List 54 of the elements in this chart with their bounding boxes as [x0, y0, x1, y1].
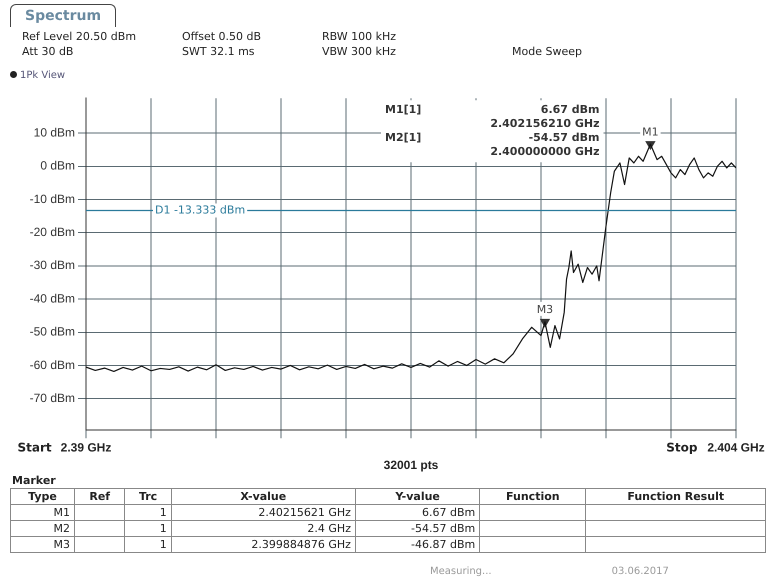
text: M1 [10, 504, 74, 520]
chart-title: Spectrum [10, 4, 116, 27]
text: VBW 300 kHz [322, 45, 397, 58]
y-tick-label: -20 dBm [30, 224, 75, 239]
data-label: M1 [642, 125, 659, 138]
text: Marker [11, 473, 57, 488]
text: Att 30 dB [22, 45, 74, 58]
y-tick-label: 0 dBm [40, 158, 75, 173]
text: 6.67 dBm [355, 504, 480, 520]
y-tick-label: -70 dBm [30, 390, 75, 405]
text: Stop [666, 440, 698, 454]
text: Mode Sweep [512, 45, 583, 58]
text: M3 [10, 536, 74, 552]
text: 1 [124, 536, 172, 552]
text: Function [480, 488, 586, 504]
text: Start [18, 440, 52, 454]
data-label: M3 [536, 303, 554, 316]
text: Ref [74, 488, 125, 504]
text: X-value [171, 488, 356, 504]
text: Y-value [355, 488, 480, 504]
y-tick-label: 10 dBm [34, 125, 75, 140]
text: Measuring... [430, 566, 492, 577]
annotation: 6.67 dBm [540, 103, 600, 116]
text: SWT 32.1 ms [182, 45, 256, 58]
annotation: M1[1] [385, 103, 422, 116]
text: 03.06.2017 [612, 566, 669, 577]
y-tick-label: -50 dBm [30, 324, 75, 339]
text: Function Result [586, 488, 766, 504]
text: 2.4 GHz [171, 520, 356, 536]
text: -46.87 dBm [355, 536, 480, 552]
text: Type [10, 488, 74, 504]
y-tick-label: -10 dBm [30, 192, 75, 206]
text: Ref Level 20.50 dBm [22, 30, 138, 43]
text: 1 [124, 520, 172, 536]
text: 1 [124, 504, 172, 520]
ref-line-label: D1 -13.333 dBm [155, 203, 246, 216]
y-tick-label: -40 dBm [30, 291, 75, 306]
text: 1Pk View [10, 70, 66, 81]
annotation: M2[1] [385, 131, 422, 144]
text: 2.399884876 GHz [171, 536, 356, 552]
text: Offset 0.50 dB [182, 30, 262, 43]
text: Trc [124, 488, 172, 504]
x-axis-title: 32001 pts [384, 458, 439, 472]
x-tick-label: 2.39 GHz [60, 440, 112, 455]
x-tick-label: 2.404 GHz [707, 440, 765, 455]
annotation: 2.402156210 GHz [490, 117, 600, 130]
annotation: 2.400000000 GHz [490, 145, 600, 158]
text: 2.40215621 GHz [171, 504, 356, 520]
text: M2 [10, 520, 74, 536]
y-tick-label: -30 dBm [30, 258, 75, 272]
text: RBW 100 kHz [322, 30, 398, 43]
y-tick-label: -60 dBm [30, 358, 75, 372]
text: -54.57 dBm [355, 520, 480, 536]
annotation: -54.57 dBm [528, 131, 600, 144]
